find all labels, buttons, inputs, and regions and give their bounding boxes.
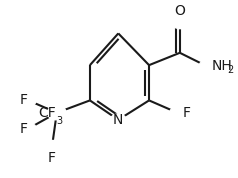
Circle shape xyxy=(20,95,36,106)
Text: F: F xyxy=(48,151,56,165)
Circle shape xyxy=(170,107,185,119)
Text: F: F xyxy=(182,106,190,120)
Circle shape xyxy=(199,60,218,74)
Circle shape xyxy=(172,17,188,29)
Text: NH: NH xyxy=(212,59,233,73)
Text: O: O xyxy=(174,4,185,18)
Text: F: F xyxy=(19,122,27,136)
Text: 3: 3 xyxy=(56,116,62,126)
Circle shape xyxy=(20,123,36,134)
Text: CF: CF xyxy=(38,106,56,120)
Circle shape xyxy=(44,140,60,152)
Text: 2: 2 xyxy=(227,66,233,75)
Text: F: F xyxy=(19,93,27,107)
Text: N: N xyxy=(113,113,124,127)
Circle shape xyxy=(110,114,126,126)
Circle shape xyxy=(47,106,66,120)
